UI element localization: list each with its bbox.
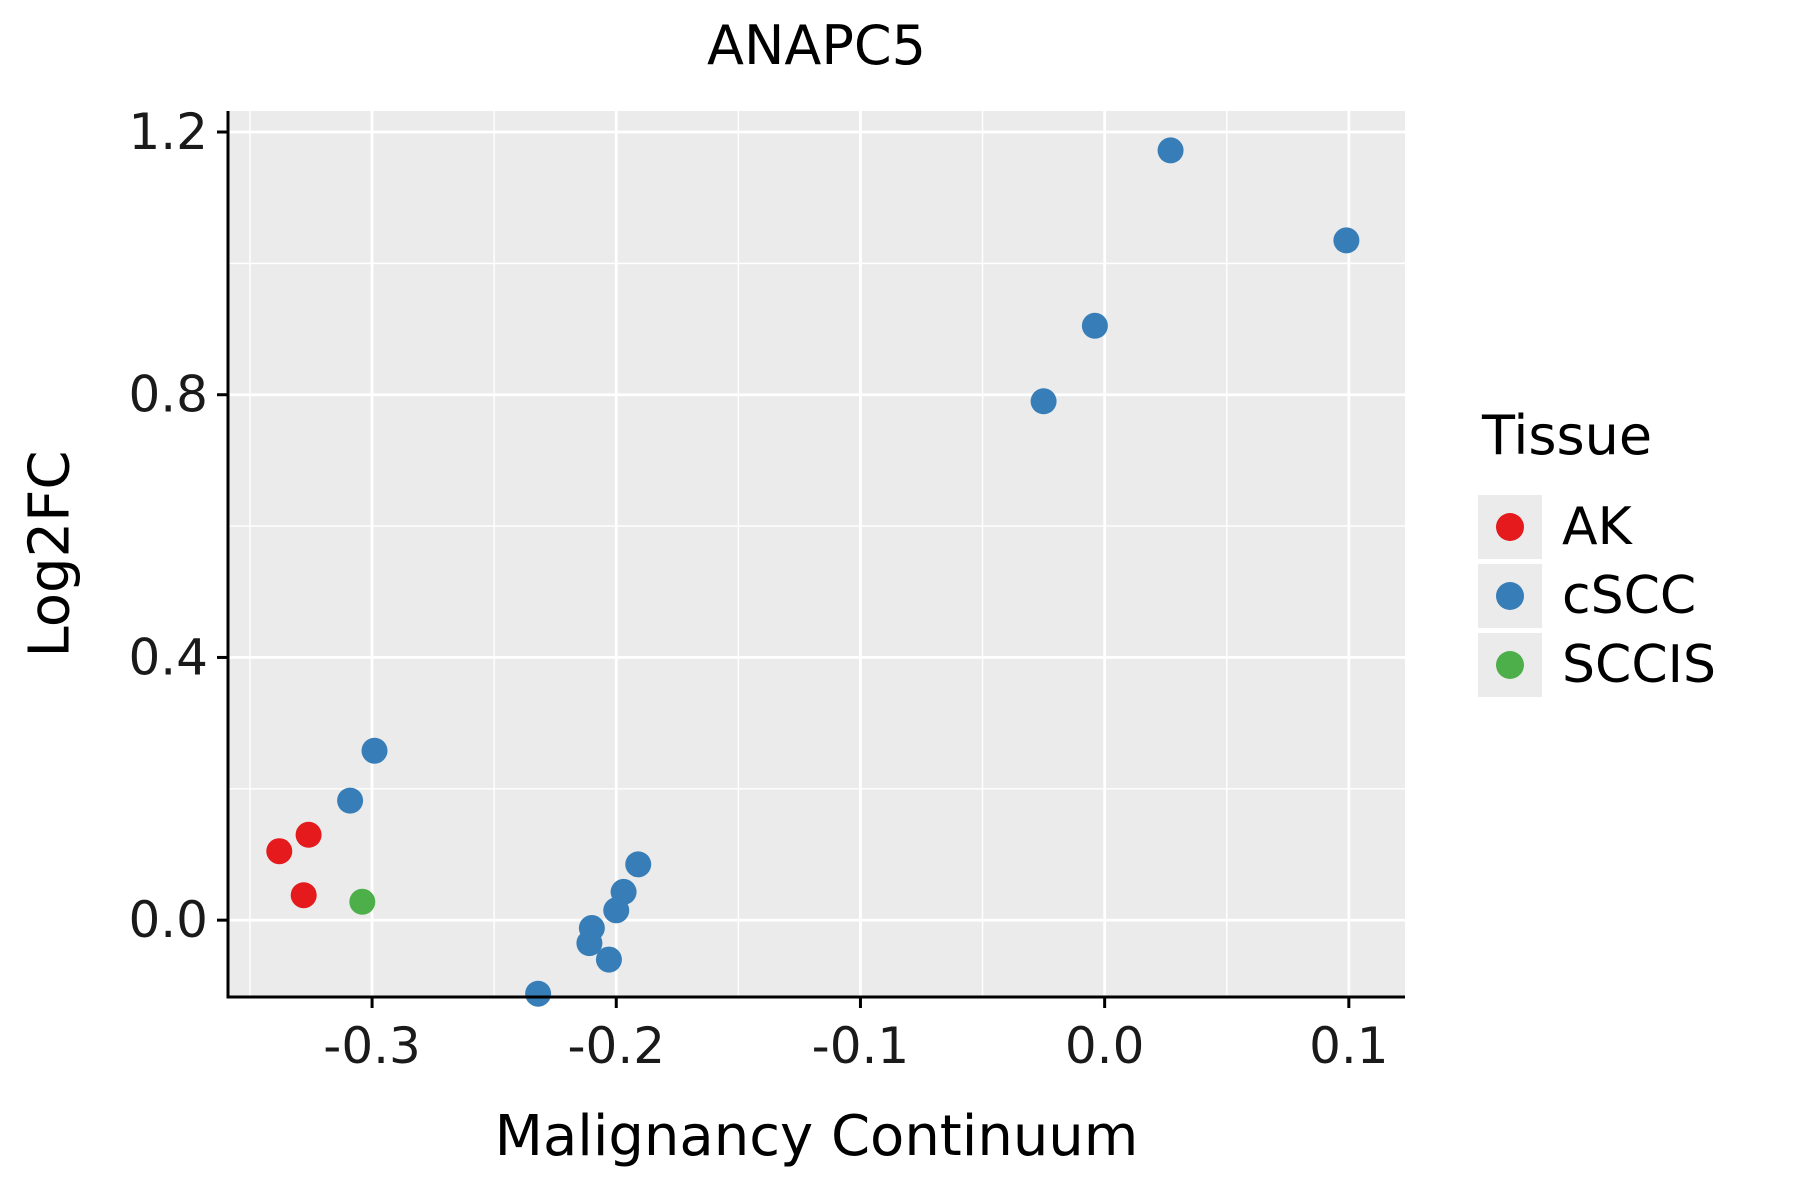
legend-item-sccis: SCCIS xyxy=(1478,633,1716,697)
data-point-ak xyxy=(295,821,322,848)
legend-label: cSCC xyxy=(1562,566,1697,626)
legend: Tissue AK cSCC SCCIS xyxy=(1478,404,1716,702)
chart-title: ANAPC5 xyxy=(707,14,926,77)
data-point-ak xyxy=(266,838,293,865)
y-tick-label: 0.0 xyxy=(128,891,208,949)
y-tick-label: 1.2 xyxy=(128,103,208,161)
legend-item-ak: AK xyxy=(1478,495,1716,559)
legend-key-swatch xyxy=(1478,564,1542,628)
data-point-cscc xyxy=(1030,388,1057,415)
legend-title: Tissue xyxy=(1482,404,1653,467)
data-point-cscc xyxy=(578,915,605,942)
legend-dot-ak xyxy=(1496,513,1524,541)
data-point-cscc xyxy=(1333,227,1360,254)
data-point-cscc xyxy=(337,787,364,814)
legend-items: AK cSCC SCCIS xyxy=(1478,495,1716,697)
x-axis-label: Malignancy Continuum xyxy=(494,1104,1139,1169)
data-point-cscc xyxy=(1157,137,1184,164)
x-tick-label: -0.2 xyxy=(567,1017,665,1075)
x-tick-label: 0.1 xyxy=(1309,1017,1389,1075)
data-point-sccis xyxy=(349,888,376,915)
x-tick-label: -0.1 xyxy=(812,1017,910,1075)
data-point-cscc xyxy=(361,737,388,764)
data-point-cscc xyxy=(1081,312,1108,339)
legend-dot-cscc xyxy=(1496,582,1524,610)
y-tick-label: 0.8 xyxy=(128,366,208,424)
legend-label: AK xyxy=(1562,497,1632,557)
legend-label: SCCIS xyxy=(1562,635,1716,695)
legend-key-swatch xyxy=(1478,495,1542,559)
y-tick-label: 0.4 xyxy=(128,628,208,686)
data-point-cscc xyxy=(525,980,552,1007)
data-point-cscc xyxy=(625,851,652,878)
legend-item-cscc: cSCC xyxy=(1478,564,1716,628)
legend-key-swatch xyxy=(1478,633,1542,697)
data-point-cscc xyxy=(610,878,637,905)
y-axis-label: Log2FC xyxy=(17,450,83,658)
legend-dot-sccis xyxy=(1496,651,1524,679)
data-point-cscc xyxy=(595,946,622,973)
x-tick-label: 0.0 xyxy=(1065,1017,1145,1075)
data-point-ak xyxy=(290,882,317,909)
x-tick-label: -0.3 xyxy=(323,1017,421,1075)
plot-panel xyxy=(228,111,1405,997)
